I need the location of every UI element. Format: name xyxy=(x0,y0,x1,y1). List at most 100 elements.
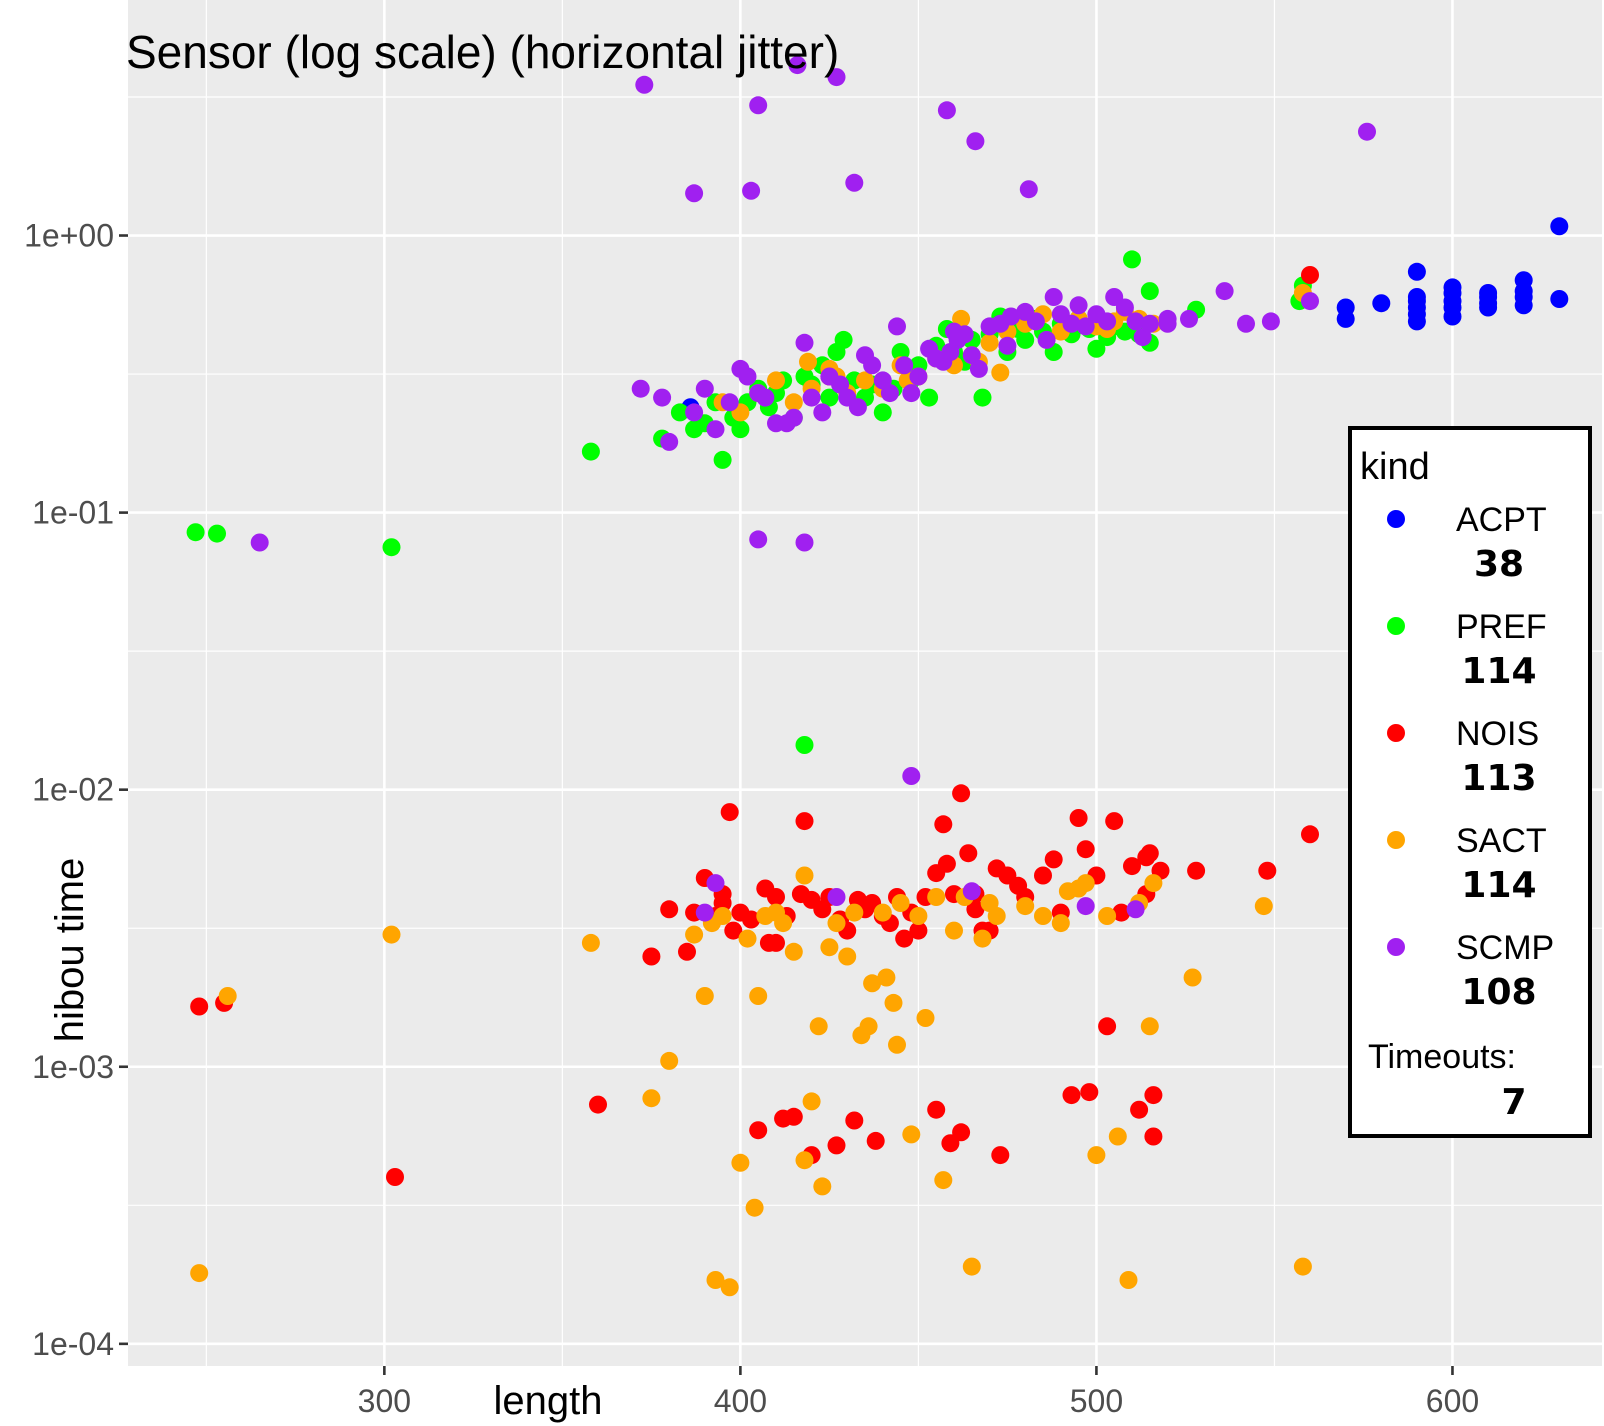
data-point xyxy=(927,1100,946,1119)
data-point xyxy=(1301,292,1319,311)
data-point xyxy=(784,408,803,427)
data-point xyxy=(845,173,864,192)
data-point xyxy=(959,844,978,863)
data-point xyxy=(827,914,846,933)
data-point xyxy=(685,925,704,944)
data-point xyxy=(581,933,600,952)
data-point xyxy=(945,322,963,341)
data-point xyxy=(1258,861,1277,880)
series-acpt xyxy=(681,217,1569,417)
data-point xyxy=(952,1123,971,1142)
data-point xyxy=(863,974,882,993)
data-point xyxy=(1407,288,1426,306)
data-point xyxy=(902,767,921,785)
y-tick-label: 1e-02 xyxy=(32,772,114,808)
data-point xyxy=(784,1107,803,1126)
data-point xyxy=(838,947,857,966)
legend-entry-sact: SACT 114 xyxy=(1387,822,1547,906)
x-tick-label: 400 xyxy=(714,1383,767,1419)
data-point xyxy=(713,907,732,925)
data-point xyxy=(980,333,999,352)
data-point xyxy=(1076,897,1095,916)
data-point xyxy=(795,866,814,885)
legend-entry-scmp: SCMP 108 xyxy=(1387,929,1554,1013)
data-point xyxy=(670,403,689,422)
legend-label: PREF xyxy=(1456,608,1547,646)
data-point xyxy=(1062,314,1081,333)
data-point xyxy=(745,1198,764,1217)
data-point xyxy=(749,96,768,115)
data-point xyxy=(1026,312,1045,331)
data-point xyxy=(1140,282,1159,301)
y-tick-label: 1e-04 xyxy=(32,1326,114,1362)
data-point xyxy=(920,388,939,407)
data-point xyxy=(631,379,650,398)
legend-label: ACPT xyxy=(1456,501,1547,539)
data-point xyxy=(695,987,714,1005)
data-point xyxy=(962,882,981,901)
data-point xyxy=(190,1264,209,1283)
data-point xyxy=(1130,1100,1149,1119)
data-point xyxy=(934,1171,953,1190)
data-point xyxy=(1301,266,1319,284)
data-point xyxy=(937,854,956,873)
data-point xyxy=(660,1051,679,1070)
data-point xyxy=(1180,309,1198,328)
data-point xyxy=(1140,314,1159,333)
legend-key xyxy=(1387,938,1405,956)
data-point xyxy=(731,1153,750,1172)
data-point xyxy=(1144,874,1163,893)
data-point xyxy=(742,910,761,929)
data-point xyxy=(848,398,867,417)
data-point xyxy=(749,987,768,1005)
data-point xyxy=(1126,312,1145,331)
data-point xyxy=(1479,284,1498,302)
data-point xyxy=(1044,288,1063,306)
data-point xyxy=(1237,314,1255,333)
data-point xyxy=(795,812,814,831)
data-point xyxy=(895,356,914,375)
y-tick-label: 1e+00 xyxy=(24,218,114,254)
legend: kind ACPT38PREF114NOIS113SACT114SCMP108 … xyxy=(1348,426,1592,1138)
data-point xyxy=(685,184,704,203)
data-point xyxy=(660,900,679,919)
data-point xyxy=(1358,122,1376,141)
legend-entries: ACPT 38 PREF 114 NOIS 113 SACT 114 SCMP 108 xyxy=(1387,501,1554,1013)
legend-box xyxy=(1348,426,1592,1138)
y-tick-label: 1e-03 xyxy=(32,1049,114,1085)
legend-label: NOIS xyxy=(1456,715,1539,753)
data-point xyxy=(937,101,956,120)
data-point xyxy=(820,938,839,957)
data-point xyxy=(731,420,750,439)
data-point xyxy=(1069,809,1088,827)
data-point xyxy=(962,346,981,365)
data-point xyxy=(1062,1086,1081,1105)
data-point xyxy=(1098,907,1117,925)
data-point xyxy=(1443,278,1462,297)
legend-count: 114 xyxy=(1461,865,1536,906)
legend-label: SACT xyxy=(1456,822,1547,860)
data-point xyxy=(1126,900,1145,919)
data-point xyxy=(809,1017,828,1036)
data-point xyxy=(1261,312,1280,331)
data-point xyxy=(1187,861,1206,880)
data-point xyxy=(998,336,1017,355)
data-point xyxy=(1080,1083,1099,1102)
data-point xyxy=(660,432,679,451)
legend-timeouts-value: 7 xyxy=(1501,1082,1526,1123)
data-point xyxy=(706,420,725,439)
data-point xyxy=(859,1017,878,1036)
data-point xyxy=(635,75,654,94)
data-point xyxy=(1158,314,1177,333)
data-point xyxy=(795,533,814,552)
data-point xyxy=(720,1278,739,1297)
data-point xyxy=(749,530,768,549)
data-point xyxy=(724,921,743,940)
legend-key xyxy=(1387,831,1405,849)
data-point xyxy=(1144,1127,1163,1146)
data-point xyxy=(1112,903,1131,922)
data-point xyxy=(873,403,892,422)
data-point xyxy=(784,942,803,961)
data-point xyxy=(706,1271,725,1289)
